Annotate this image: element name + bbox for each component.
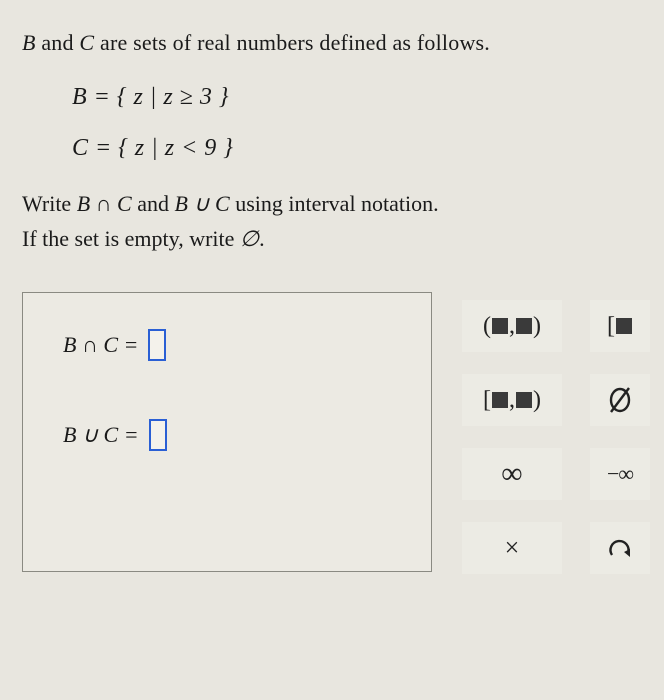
placeholder-icon xyxy=(492,392,508,408)
set-c-name: C xyxy=(79,30,94,55)
instr-mid1: and xyxy=(132,191,175,216)
instr-empty: ∅ xyxy=(240,226,259,251)
neg-infinity-button[interactable]: −∞ xyxy=(590,448,650,500)
placeholder-icon xyxy=(492,318,508,334)
close-label: × xyxy=(505,533,520,563)
closed-open-half-button[interactable]: [ xyxy=(590,300,650,352)
definition-b: B = { z | z ≥ 3 } xyxy=(72,84,664,111)
intersection-input[interactable] xyxy=(148,329,166,361)
def-c-text: C = { z | z < 9 } xyxy=(72,135,233,161)
problem-page: B and C are sets of real numbers defined… xyxy=(0,0,664,700)
union-input[interactable] xyxy=(149,419,167,451)
instr-post: using interval notation. xyxy=(230,191,439,216)
intersection-label: B ∩ C = xyxy=(63,332,138,358)
open-interval-button[interactable]: (,) xyxy=(462,300,562,352)
infinity-label: ∞ xyxy=(501,457,522,491)
neg-infinity-label: −∞ xyxy=(607,461,633,487)
close-button[interactable]: × xyxy=(462,522,562,574)
intro-mid: and xyxy=(36,30,80,55)
answer-area: B ∩ C = B ∪ C = (,) [ [,) xyxy=(22,292,664,574)
placeholder-icon xyxy=(516,318,532,334)
empty-set-icon xyxy=(607,385,633,415)
answer-box: B ∩ C = B ∪ C = xyxy=(22,292,432,572)
intro-text: B and C are sets of real numbers defined… xyxy=(22,30,664,56)
def-b-text: B = { z | z ≥ 3 } xyxy=(72,84,229,110)
symbol-palette: (,) [ [,) ∞ −∞ × xyxy=(462,292,650,574)
placeholder-icon xyxy=(616,318,632,334)
union-label: B ∪ C = xyxy=(63,422,139,448)
empty-set-button[interactable] xyxy=(590,374,650,426)
union-row: B ∪ C = xyxy=(63,419,431,451)
instr-line2-pre: If the set is empty, write xyxy=(22,226,240,251)
instr-expr2: B ∪ C xyxy=(174,191,229,216)
instr-pre: Write xyxy=(22,191,77,216)
undo-icon xyxy=(606,537,634,559)
set-b-name: B xyxy=(22,30,36,55)
closed-open-interval-button[interactable]: [,) xyxy=(462,374,562,426)
instr-expr1: B ∩ C xyxy=(77,191,132,216)
instr-line2-post: . xyxy=(259,226,265,251)
intersection-row: B ∩ C = xyxy=(63,329,431,361)
infinity-button[interactable]: ∞ xyxy=(462,448,562,500)
instruction: Write B ∩ C and B ∪ C using interval not… xyxy=(22,186,664,256)
intro-tail: are sets of real numbers defined as foll… xyxy=(94,30,490,55)
set-definitions: B = { z | z ≥ 3 } C = { z | z < 9 } xyxy=(72,84,664,162)
undo-button[interactable] xyxy=(590,522,650,574)
definition-c: C = { z | z < 9 } xyxy=(72,135,664,162)
placeholder-icon xyxy=(516,392,532,408)
